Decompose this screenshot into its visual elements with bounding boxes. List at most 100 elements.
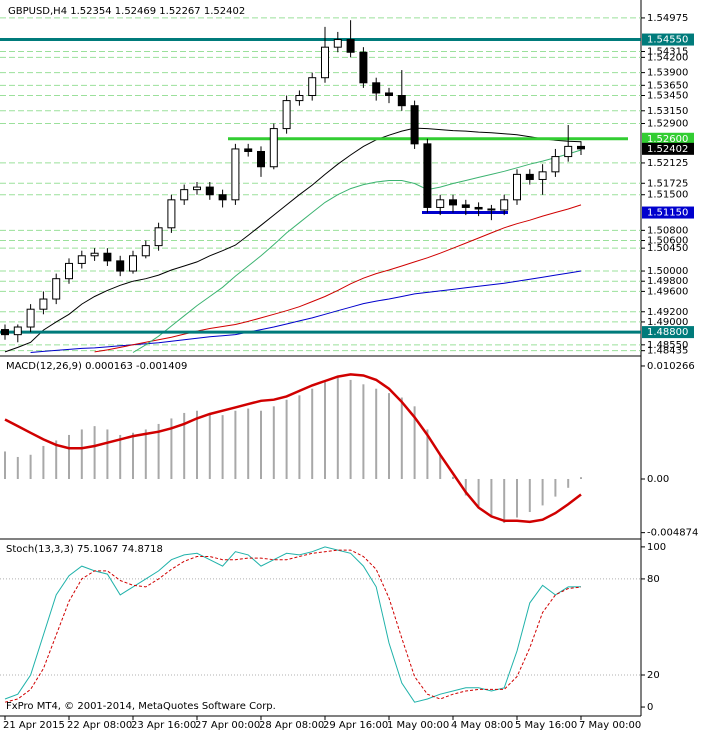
current-price-box: [642, 142, 694, 155]
candle-body: [269, 128, 278, 168]
macd-bar: [119, 434, 122, 479]
candle-body: [193, 186, 201, 191]
candle-body: [218, 194, 227, 201]
macd-bar: [567, 478, 570, 488]
candle-body: [551, 156, 560, 173]
moving-average: [4, 127, 582, 353]
candle-body: [474, 206, 483, 210]
y-tick-label: 1.53450: [647, 91, 688, 102]
candle-body: [436, 199, 445, 208]
macd-bar: [144, 429, 147, 479]
level-label: 1.52600: [647, 134, 688, 145]
candle-body: [295, 95, 304, 102]
macd-bar: [247, 408, 250, 479]
macd-bar: [400, 397, 403, 479]
x-tick-label: 23 Apr 16:00: [131, 720, 196, 731]
level-label: 1.51150: [647, 208, 688, 219]
level-label-box: [642, 33, 694, 46]
candle-body: [346, 39, 355, 53]
macd-bar: [260, 410, 262, 479]
candle-body: [423, 143, 432, 208]
stoch-signal: [4, 549, 582, 703]
candle-body: [26, 308, 35, 328]
macd-bar: [503, 478, 506, 524]
candle-body: [39, 298, 48, 310]
macd-bar: [42, 445, 45, 479]
y-tick-label: 1.53900: [647, 68, 688, 79]
y-tick-label: 1.51500: [647, 190, 688, 201]
candle-body: [397, 95, 406, 107]
candle-body: [321, 46, 329, 79]
macd-bar: [439, 454, 442, 479]
y-tick-label: 20: [647, 670, 660, 681]
macd-bar: [580, 477, 582, 479]
macd-bar: [80, 429, 83, 479]
y-tick-label: 1.53650: [647, 80, 688, 91]
candle-body: [308, 77, 317, 97]
candle-body: [116, 260, 125, 272]
candle-body: [449, 199, 457, 206]
candle-body: [372, 82, 381, 94]
macd-bar: [170, 418, 173, 479]
candle-body: [77, 255, 86, 264]
macd-bar: [541, 478, 544, 506]
candle-body: [282, 100, 291, 130]
macd-bar: [196, 410, 198, 479]
x-tick-label: 1 May 00:00: [387, 720, 449, 731]
candle-body: [180, 189, 189, 201]
candle-body: [385, 92, 393, 97]
x-tick-label: 28 Apr 08:00: [259, 720, 324, 731]
candle-body: [103, 252, 112, 262]
macd-bar: [528, 478, 531, 513]
macd-bar: [554, 478, 557, 497]
candle-body: [359, 51, 368, 84]
y-tick-label: 1.50600: [647, 236, 688, 247]
candle-body: [538, 171, 547, 180]
y-tick-label: 100: [647, 542, 666, 553]
candle-body: [333, 39, 342, 48]
y-tick-label: 1.52125: [647, 158, 688, 169]
macd-bar: [221, 415, 224, 479]
macd-title: MACD(12,26,9) 0.000163 -0.001409: [6, 361, 187, 372]
candle-body: [487, 208, 496, 211]
y-tick-label: 1.50800: [647, 225, 688, 236]
moving-average: [94, 204, 582, 353]
macd-bar: [452, 476, 454, 479]
candle-body: [461, 204, 470, 208]
x-tick-label: 29 Apr 16:00: [323, 720, 388, 731]
level-label: 1.54550: [647, 35, 688, 46]
y-tick-label: 1.54315: [647, 47, 688, 58]
macd-bar: [477, 478, 480, 507]
candle-body: [205, 186, 214, 196]
y-tick-label: 1.48550: [647, 340, 688, 351]
x-tick-label: 5 May 16:00: [515, 720, 577, 731]
macd-bar: [29, 454, 32, 479]
candle-body: [167, 199, 176, 229]
candle-body: [129, 255, 137, 272]
footer: FxPro MT4, © 2001-2014, MetaQuotes Softw…: [6, 701, 276, 712]
candle-body: [564, 145, 573, 158]
y-tick-label: 0.00: [647, 474, 669, 485]
candle-body: [525, 173, 534, 180]
y-tick-label: 1.53150: [647, 106, 688, 117]
candle-body: [65, 262, 73, 280]
moving-average: [30, 270, 582, 353]
level-label-box: [642, 326, 694, 339]
y-tick-label: -0.004874: [647, 528, 698, 539]
candle-body: [52, 278, 61, 300]
macd-bar: [324, 382, 326, 479]
y-tick-label: 1.49200: [647, 307, 688, 318]
candle-body: [141, 245, 150, 257]
candle-body: [231, 148, 240, 201]
macd-bar: [16, 456, 19, 479]
candle-body: [500, 199, 509, 211]
macd-bar: [362, 384, 365, 479]
y-tick-label: 1.54975: [647, 13, 688, 24]
x-tick-label: 27 Apr 00:00: [195, 720, 260, 731]
y-tick-label: 0: [647, 702, 653, 713]
candle-body: [577, 145, 585, 150]
